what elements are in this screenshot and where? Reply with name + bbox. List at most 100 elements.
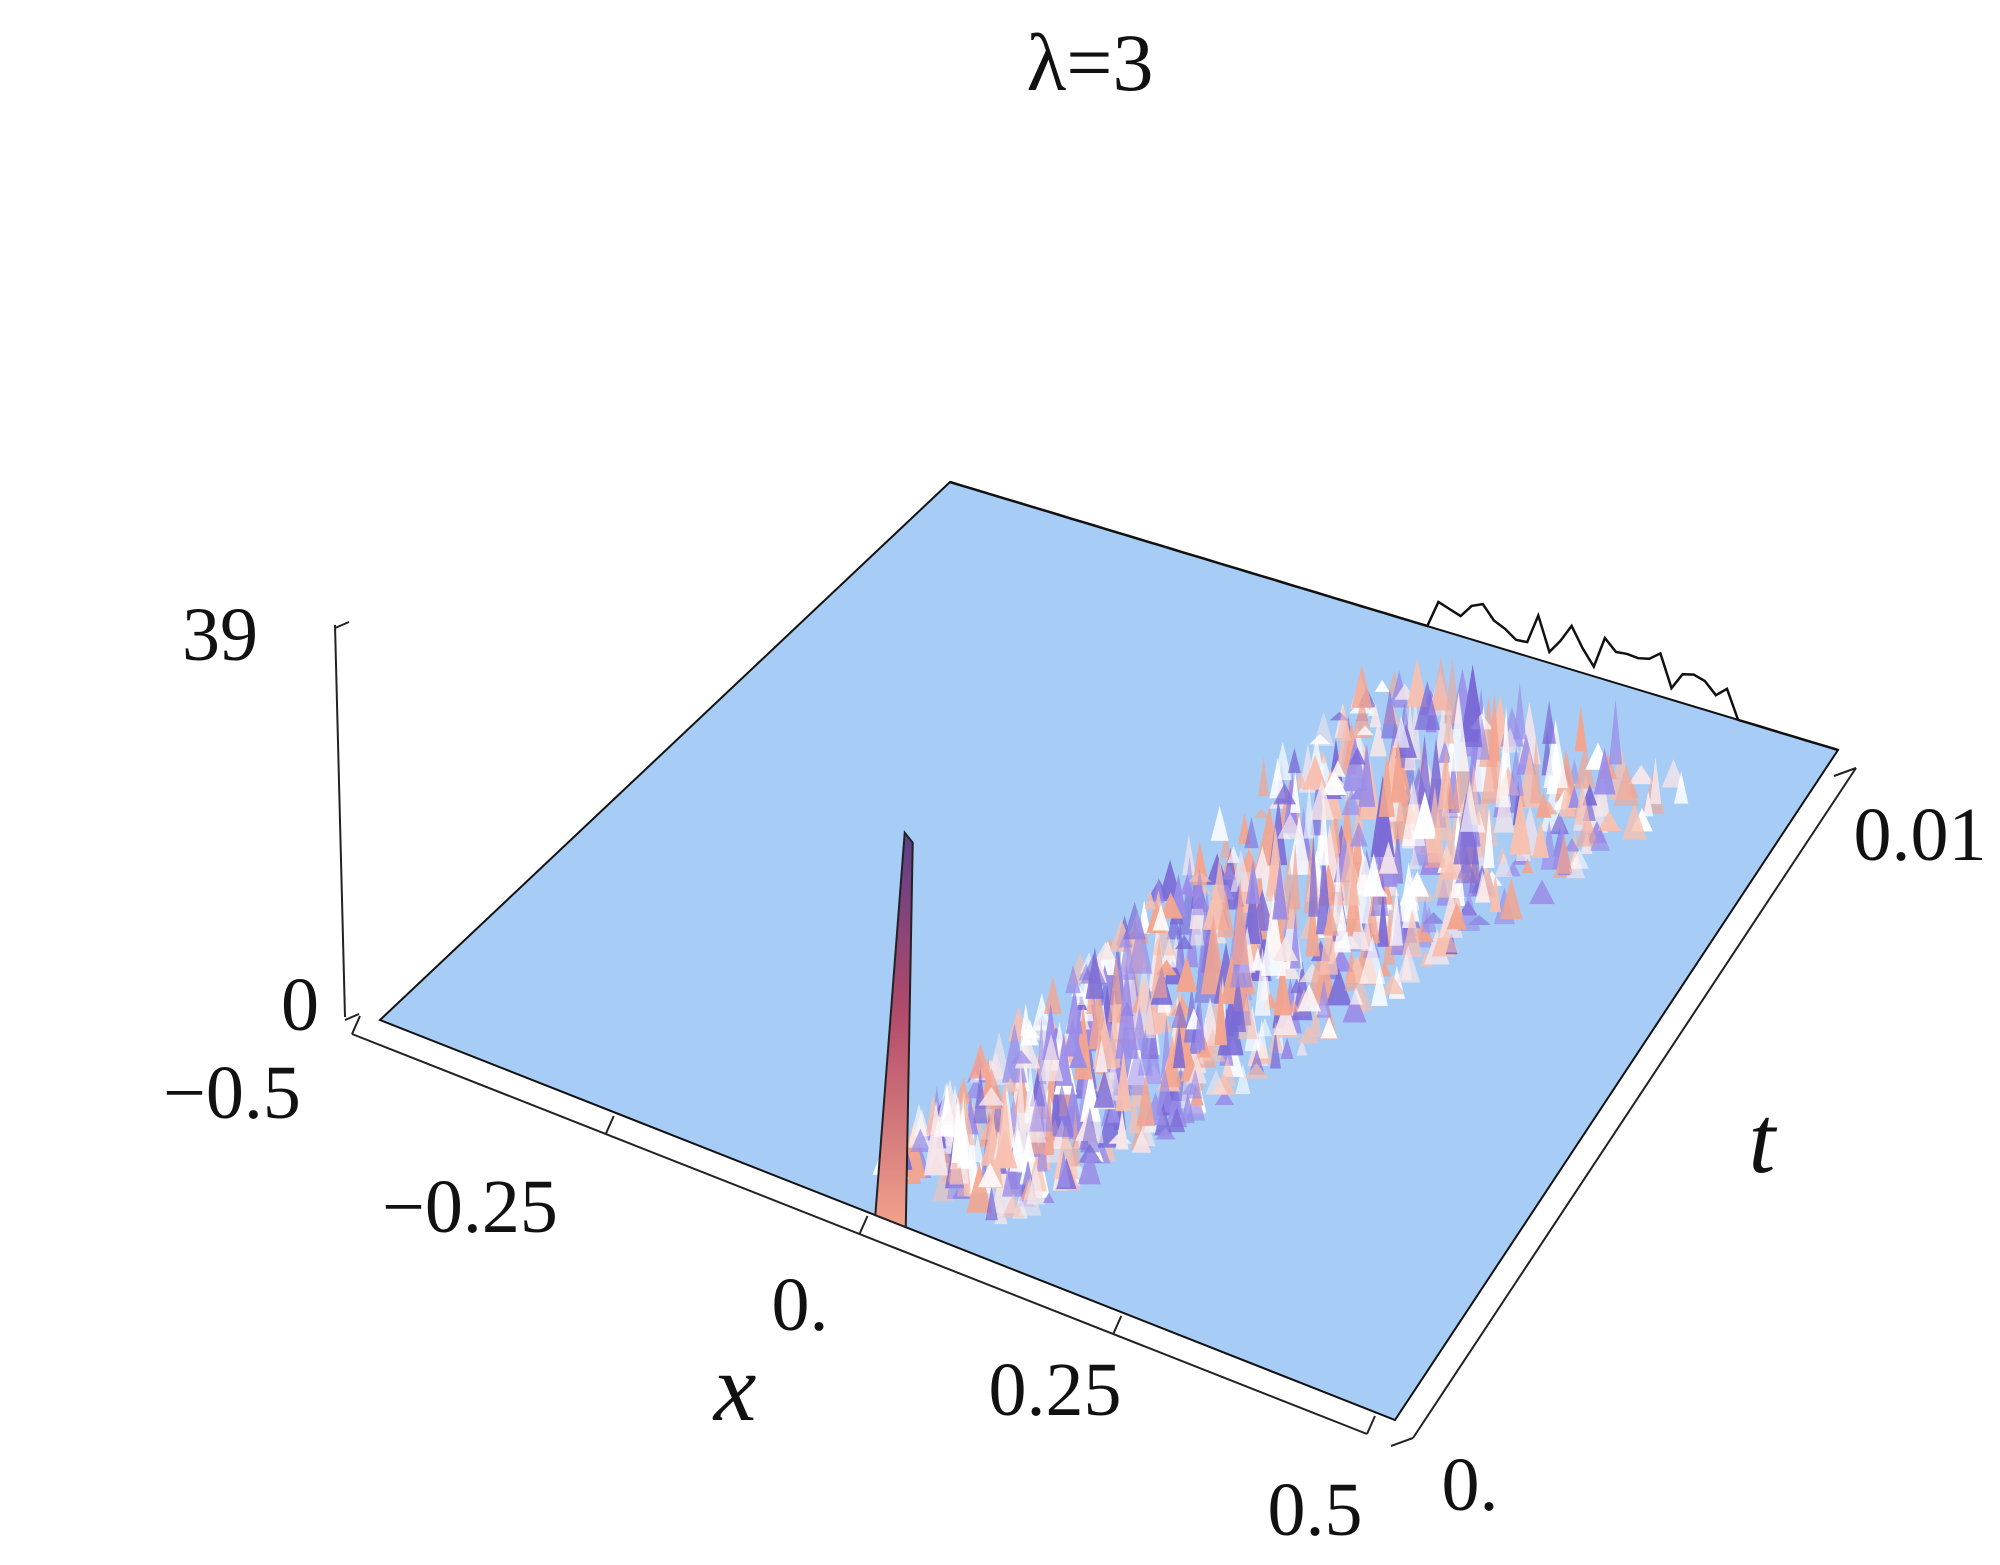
surface-spike: [1509, 792, 1532, 855]
surface-spike: [1296, 1038, 1308, 1056]
x-tick-mark: [351, 1015, 361, 1035]
surface-spike: [1244, 871, 1261, 944]
surface-spike: [1590, 827, 1611, 851]
surface-spike: [1460, 780, 1480, 832]
surface-spike: [1127, 915, 1153, 974]
z-tick-label: 0: [281, 963, 319, 1047]
surface-spike: [1194, 993, 1206, 1050]
t-tick-mark: [1390, 1437, 1414, 1447]
surface-spike: [1152, 904, 1170, 931]
surface-spike: [1321, 770, 1348, 796]
surface-spike: [1021, 1131, 1036, 1162]
surface-spike: [1136, 1073, 1156, 1127]
surface-spike: [1165, 1085, 1188, 1128]
surface-spike: [1316, 978, 1332, 1018]
surface-spike: [1330, 760, 1346, 777]
surface-spike: [1332, 854, 1345, 931]
surface-spike: [1380, 974, 1405, 995]
surface-spike: [1352, 695, 1372, 739]
surface-spike: [933, 1084, 958, 1137]
surface-spike: [1399, 882, 1418, 906]
surface-spike: [1277, 813, 1304, 839]
surface-spike: [1235, 1064, 1251, 1095]
surface-spike: [1564, 838, 1580, 852]
surface-spike: [1290, 843, 1301, 910]
surface-spike: [1221, 864, 1236, 880]
initial-peak: [874, 830, 914, 1229]
surface-spike: [976, 1120, 1003, 1140]
surface-spike: [1649, 757, 1662, 804]
surface-spike: [955, 1077, 972, 1105]
x-tick-label: 0.5: [1268, 1468, 1363, 1552]
surface-spike: [973, 1068, 988, 1124]
surface-spike: [1018, 1176, 1042, 1216]
surface-spike: [1542, 700, 1556, 744]
surface-spike: [1115, 964, 1138, 1059]
z-axis-line: [334, 624, 346, 1018]
surface-spike: [1529, 879, 1555, 905]
surface-spike: [1474, 870, 1491, 903]
back-edge-ridge: [949, 480, 1839, 752]
surface-spike: [1555, 833, 1573, 874]
surface-spike: [1269, 757, 1286, 799]
surface-spike: [1575, 813, 1600, 847]
surface-spike: [1273, 960, 1292, 1016]
surface-spike: [1244, 817, 1259, 849]
surface-spike: [1349, 747, 1366, 765]
surface-spike: [1078, 1146, 1101, 1185]
surface-spike: [1378, 753, 1395, 817]
surface-spike: [969, 1043, 992, 1079]
surface-spike: [966, 1162, 993, 1213]
surface-spike: [1499, 877, 1523, 920]
surface-spike: [1325, 968, 1352, 1006]
surface-spike: [1521, 858, 1534, 874]
surface-spike: [1392, 715, 1410, 748]
surface-spike: [1057, 1150, 1071, 1188]
surface-spike: [1192, 840, 1207, 886]
surface-spike: [1297, 1025, 1320, 1044]
surface-spike: [1115, 1109, 1129, 1150]
surface-spike: [1002, 1077, 1019, 1092]
surface-spike: [1443, 657, 1461, 724]
surface-spike: [1085, 946, 1105, 999]
surface-spike: [1115, 1050, 1132, 1112]
surface-spike: [985, 1185, 998, 1221]
surface-spike: [1543, 719, 1568, 789]
x-tick-mark: [858, 1215, 869, 1235]
x-tick-mark: [604, 1115, 615, 1135]
surface-spike: [1123, 1046, 1150, 1096]
surface-spike: [1131, 1130, 1152, 1153]
surface-spike: [1446, 902, 1467, 930]
surface-spike: [1433, 766, 1453, 841]
surface-spike: [1508, 745, 1524, 796]
surface-spike: [1172, 1023, 1186, 1069]
surface-spike: [1441, 859, 1460, 881]
surface-spike: [1481, 732, 1502, 804]
surface-spike: [1029, 1073, 1053, 1132]
surface-spike: [1350, 822, 1368, 847]
surface-spike: [910, 1128, 931, 1153]
surface-spike: [1539, 800, 1558, 815]
surface-spike: [1401, 779, 1426, 846]
surface-spike: [1280, 1037, 1294, 1059]
surface-spike: [1409, 848, 1420, 870]
surface-spike: [1439, 824, 1462, 879]
surface-spike: [1175, 934, 1194, 950]
surface-spike: [1158, 892, 1183, 919]
surface-spike: [1574, 705, 1587, 752]
surface-spike: [1643, 790, 1654, 817]
surface-spike: [1080, 1107, 1100, 1153]
surface-spike: [1608, 699, 1623, 765]
surface-spike: [1549, 812, 1569, 835]
surface-spike: [1302, 754, 1328, 790]
surface-spike: [1674, 771, 1689, 804]
surface-spike: [1180, 874, 1194, 895]
surface-spike: [924, 1100, 948, 1176]
t-axis-line: [1412, 767, 1857, 1439]
surface-spike: [1316, 845, 1332, 935]
surface-spike: [1621, 802, 1647, 840]
surface-spike: [1039, 1033, 1064, 1082]
surface-spike: [1168, 1107, 1186, 1133]
t-tick-label: 0.: [1442, 1443, 1499, 1527]
